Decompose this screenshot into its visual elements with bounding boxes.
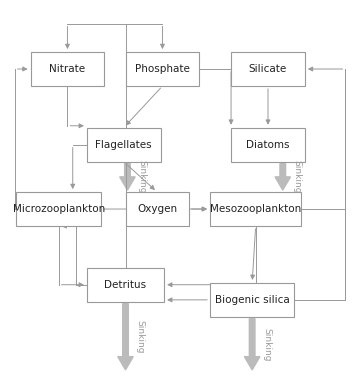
Text: Silicate: Silicate: [249, 64, 287, 74]
Text: Sinking: Sinking: [262, 328, 271, 361]
FancyBboxPatch shape: [231, 127, 305, 162]
FancyBboxPatch shape: [210, 283, 294, 317]
FancyBboxPatch shape: [31, 52, 104, 86]
Text: Nitrate: Nitrate: [50, 64, 86, 74]
Polygon shape: [244, 319, 260, 370]
FancyBboxPatch shape: [87, 127, 161, 162]
FancyBboxPatch shape: [126, 52, 199, 86]
FancyBboxPatch shape: [16, 192, 101, 226]
Text: Sinking: Sinking: [135, 320, 145, 354]
Text: Detritus: Detritus: [104, 280, 147, 290]
FancyBboxPatch shape: [210, 192, 301, 226]
Polygon shape: [120, 164, 135, 190]
Text: Oxygen: Oxygen: [137, 204, 177, 214]
Text: Phosphate: Phosphate: [135, 64, 190, 74]
Text: Sinking: Sinking: [293, 160, 302, 194]
Text: Flagellates: Flagellates: [95, 140, 152, 150]
Text: Diatoms: Diatoms: [246, 140, 290, 150]
FancyBboxPatch shape: [231, 52, 305, 86]
FancyBboxPatch shape: [87, 268, 164, 302]
Text: Biogenic silica: Biogenic silica: [215, 295, 289, 305]
Text: Sinking: Sinking: [137, 160, 146, 194]
Text: Microzooplankton: Microzooplankton: [12, 204, 105, 214]
FancyBboxPatch shape: [126, 192, 189, 226]
Polygon shape: [275, 164, 290, 190]
Text: Mesozooplankton: Mesozooplankton: [210, 204, 301, 214]
Polygon shape: [118, 304, 133, 370]
